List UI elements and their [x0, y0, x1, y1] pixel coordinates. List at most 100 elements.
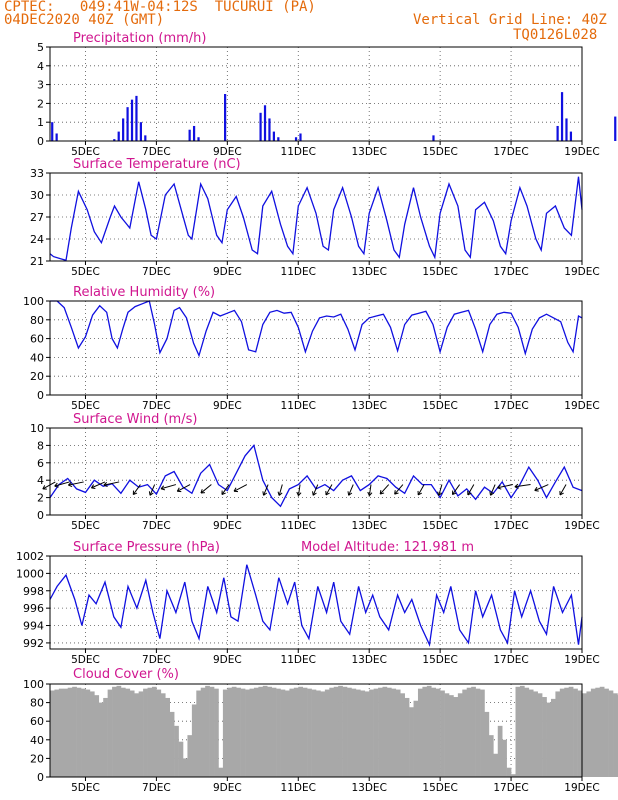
- x-tick-label: 13DEC: [351, 654, 386, 666]
- y-tick-label: 0: [37, 135, 44, 148]
- cloud-bar: [555, 691, 561, 777]
- cloud-bar: [191, 704, 197, 777]
- x-tick-label: 17DEC: [493, 146, 528, 158]
- cloud-bar: [249, 688, 255, 777]
- wind-arrow-shaft: [348, 484, 354, 496]
- cloud-bar: [50, 690, 55, 777]
- header-model: TQ0126L028: [513, 27, 598, 43]
- cloud-bar: [143, 688, 148, 777]
- wind-arrow-head: [54, 482, 58, 487]
- y-tick-label: 4: [37, 474, 44, 487]
- cloud-bar: [107, 689, 113, 777]
- wind-arrow: [103, 481, 120, 488]
- cloud-bar: [351, 688, 357, 777]
- panel-2: 21 24 27 30 33 5DEC 7DEC 9DEC 11DEC 13DEC 15DEC 17D…: [30, 157, 600, 278]
- cloud-bar: [515, 686, 521, 777]
- wind-arrow-head: [298, 492, 302, 497]
- precip-bar: [130, 99, 134, 141]
- y-tick-label: 2: [37, 492, 44, 505]
- precip-bar: [268, 118, 271, 141]
- cloud-bar: [67, 687, 73, 777]
- wind-arrow-head: [394, 490, 396, 495]
- series-line: [49, 444, 583, 508]
- cloud-bar: [160, 693, 166, 777]
- panel-title: Relative Humidity (%): [73, 285, 215, 300]
- y-tick-label: 6: [37, 457, 44, 470]
- wind-arrow: [160, 484, 177, 491]
- x-tick-label: 19DEC: [564, 400, 599, 412]
- y-tick-label: 80: [30, 314, 44, 327]
- panel-3: 0 20 40 60 80 100 5DEC 7DEC 9DEC 11DEC 13DEC 15DEC 1…: [23, 285, 600, 412]
- wind-arrow-head: [367, 491, 370, 496]
- x-tick-label: 5DEC: [71, 654, 100, 666]
- cloud-bar: [590, 688, 596, 777]
- wind-arrow-head: [417, 492, 423, 496]
- x-tick-label: 5DEC: [71, 520, 100, 532]
- wind-arrow-head: [379, 490, 382, 495]
- wind-arrow: [514, 483, 531, 489]
- cloud-bar: [342, 686, 348, 777]
- wind-arrow: [489, 484, 496, 496]
- cloud-bar: [76, 687, 82, 777]
- cloud-bar: [134, 693, 139, 777]
- cloud-bar: [156, 689, 162, 777]
- x-tick-label: 15DEC: [422, 782, 457, 794]
- cloud-bar: [533, 691, 538, 777]
- cloud-bar: [196, 690, 202, 777]
- x-tick-label: 15DEC: [422, 266, 457, 278]
- cloud-bar: [298, 686, 303, 777]
- cloud-bar: [289, 688, 295, 777]
- cloud-bar: [258, 686, 264, 777]
- cloud-bar: [528, 689, 534, 777]
- cloud-bar: [267, 686, 272, 777]
- cloud-bar: [546, 702, 552, 777]
- cloud-bar: [550, 698, 556, 777]
- cloud-bar: [511, 774, 516, 777]
- wind-arrow-head: [490, 492, 495, 496]
- cloud-bar: [404, 697, 410, 777]
- wind-arrow: [200, 484, 212, 494]
- wind-arrow-shaft: [417, 484, 425, 496]
- wind-arrow-shaft: [149, 484, 156, 496]
- cloud-bar: [333, 686, 339, 777]
- cloud-bar: [449, 695, 454, 777]
- cloud-bar: [564, 687, 569, 777]
- wind-arrow-shaft: [514, 484, 531, 488]
- y-tick-label: 60: [30, 715, 44, 728]
- y-tick-label: 0: [37, 509, 44, 522]
- wind-arrow-head: [91, 487, 96, 489]
- cloud-bar: [63, 688, 69, 777]
- x-tick-label: 19DEC: [564, 782, 599, 794]
- panel-title: Surface Temperature (nC): [73, 157, 241, 172]
- panel-title: Precipitation (mm/h): [73, 31, 206, 46]
- cloud-bar: [320, 691, 326, 777]
- plot-frame: [49, 46, 583, 142]
- x-tick-label: 13DEC: [351, 400, 386, 412]
- cloud-bar: [183, 758, 188, 777]
- panel-title: Surface Wind (m/s): [73, 412, 197, 427]
- cloud-bar: [537, 693, 543, 777]
- x-tick-label: 15DEC: [422, 400, 457, 412]
- precip-bar: [432, 135, 435, 141]
- wind-arrow-shaft: [534, 484, 549, 491]
- x-tick-label: 9DEC: [213, 146, 242, 158]
- y-tick-label: 8: [37, 439, 44, 452]
- wind-arrow-head: [497, 484, 501, 489]
- x-tick-label: 15DEC: [422, 654, 457, 666]
- wind-arrow-head: [149, 492, 154, 496]
- cloud-bar: [493, 753, 499, 777]
- x-tick-label: 7DEC: [142, 782, 171, 794]
- y-tick-label: 100: [23, 678, 44, 691]
- wind-arrow-head: [312, 492, 317, 496]
- cloud-bar: [453, 697, 459, 777]
- cloud-bar: [391, 688, 397, 777]
- cloud-bar: [89, 691, 95, 777]
- wind-arrow-shaft: [200, 484, 212, 494]
- wind-arrow-head: [348, 492, 353, 496]
- y-tick-label: 24: [30, 233, 44, 246]
- wind-arrow-head: [394, 492, 399, 495]
- cloud-bar: [426, 685, 432, 777]
- cloud-bar: [218, 767, 224, 777]
- wind-arrow-shaft: [68, 481, 84, 486]
- wind-arrow-shaft: [42, 481, 56, 490]
